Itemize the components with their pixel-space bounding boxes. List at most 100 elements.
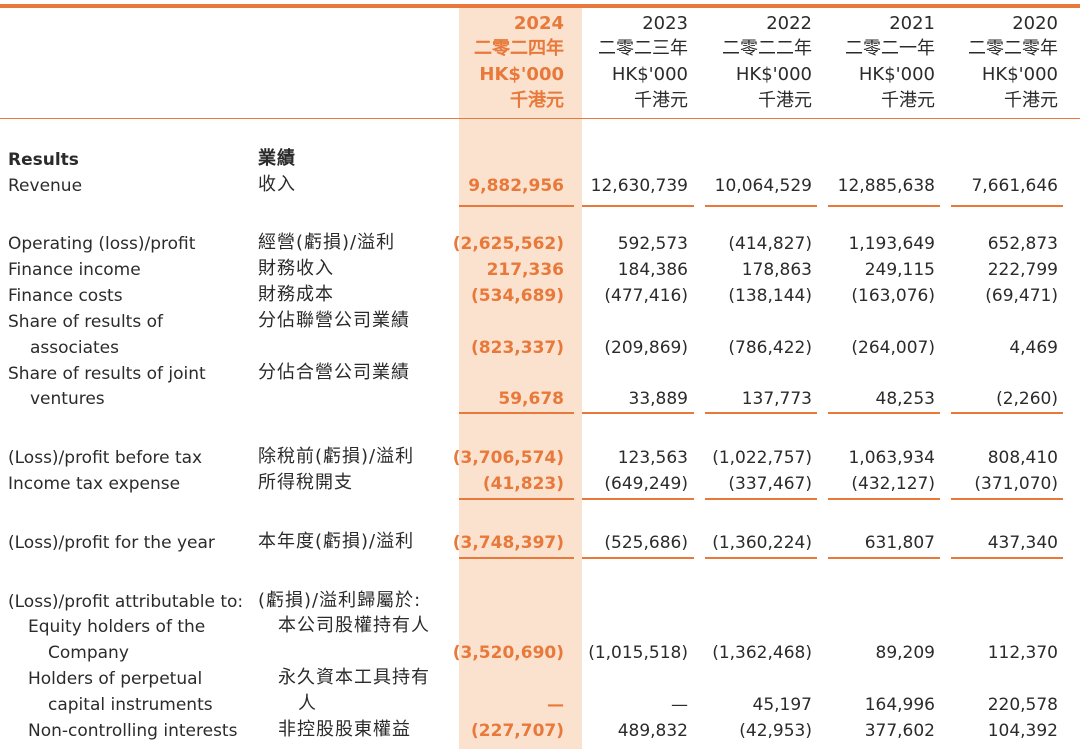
cell-value: (2,625,562): [452, 234, 564, 254]
cell-value: 7,661,646: [971, 176, 1058, 196]
cell-value: (371,070): [974, 474, 1058, 494]
row-label-cont: ventures: [30, 389, 105, 409]
cell-value: (525,686): [604, 533, 688, 553]
col-2024-year-zh: 二零二四年: [474, 38, 564, 59]
rule-year-2022: [705, 557, 817, 559]
rule-tax-2021: [828, 498, 940, 500]
cell-value: (3,520,690): [452, 643, 564, 663]
row-label-zh: 經營(虧損)/溢利: [258, 232, 396, 253]
row-label: Revenue: [8, 176, 83, 196]
col-2021-unit-zh: 千港元: [881, 90, 935, 111]
rule-year-2023: [582, 557, 694, 559]
row-label-zh: 財務收入: [258, 258, 334, 279]
col-2024-unit: HK$'000: [479, 64, 564, 85]
cell-value: 377,602: [864, 721, 935, 741]
cell-value: 220,578: [987, 695, 1058, 715]
rule-year-2021: [828, 557, 940, 559]
cell-value: 178,863: [741, 260, 812, 280]
col-2022-unit: HK$'000: [735, 64, 812, 85]
cell-value: 123,563: [617, 448, 688, 468]
col-2020-year-zh: 二零二零年: [968, 38, 1058, 59]
rule-tax-2020: [951, 498, 1063, 500]
row-label-cont: associates: [30, 338, 120, 358]
cell-value: 592,573: [617, 234, 688, 254]
row-label-zh: 分佔合營公司業績: [258, 362, 410, 383]
rule-jv-2023: [582, 412, 694, 414]
highlight-column-2024: [459, 8, 582, 749]
col-2021-unit: HK$'000: [858, 64, 935, 85]
row-label: Holders of perpetual: [28, 669, 203, 689]
col-2021-year-zh: 二零二一年: [845, 38, 935, 59]
col-2024-unit-zh: 千港元: [510, 90, 564, 111]
cell-value: 48,253: [875, 389, 935, 409]
row-label: Finance income: [8, 260, 141, 280]
top-rule: [0, 4, 1080, 8]
cell-value: (432,127): [851, 474, 935, 494]
rule-revenue-2024: [459, 205, 574, 207]
cell-value: 437,340: [987, 533, 1058, 553]
row-label: Equity holders of the: [28, 617, 206, 637]
cell-value: (534,689): [471, 286, 564, 306]
row-label: Share of results of: [8, 312, 163, 332]
row-label-zh: 財務成本: [258, 284, 334, 305]
cell-value: 9,882,956: [468, 176, 564, 196]
cell-value: —: [547, 695, 564, 715]
row-label: Share of results of joint: [8, 364, 206, 384]
cell-value: (1,022,757): [712, 448, 812, 468]
col-2023-year-zh: 二零二三年: [598, 38, 688, 59]
rule-revenue-2020: [951, 205, 1063, 207]
cell-value: 45,197: [752, 695, 812, 715]
cell-value: 631,807: [864, 533, 935, 553]
cell-value: (337,467): [728, 474, 812, 494]
cell-value: (227,707): [471, 721, 564, 741]
row-label-zh: 非控股股東權益: [278, 719, 411, 740]
cell-value: 1,063,934: [848, 448, 935, 468]
row-label-zh: 所得稅開支: [258, 472, 353, 493]
rule-revenue-2021: [828, 205, 940, 207]
cell-value: 808,410: [987, 448, 1058, 468]
col-2021-year: 2021: [889, 13, 935, 34]
col-2023-year: 2023: [642, 13, 688, 34]
row-label-zh: 本年度(虧損)/溢利: [258, 531, 415, 552]
cell-value: (786,422): [728, 338, 812, 358]
rule-jv-2021: [828, 412, 940, 414]
row-label: Finance costs: [8, 286, 123, 306]
cell-value: (264,007): [851, 338, 935, 358]
rule-tax-2023: [582, 498, 694, 500]
cell-value: (477,416): [604, 286, 688, 306]
cell-value: 489,832: [617, 721, 688, 741]
col-2022-unit-zh: 千港元: [758, 90, 812, 111]
cell-value: 89,209: [875, 643, 935, 663]
cell-value: 1,193,649: [848, 234, 935, 254]
row-label-zh: 除稅前(虧損)/溢利: [258, 446, 415, 467]
cell-value: 33,889: [628, 389, 688, 409]
row-label-zh: 收入: [258, 174, 296, 195]
col-2024-year: 2024: [513, 13, 564, 34]
rule-tax-2024: [459, 498, 574, 500]
cell-value: —: [671, 695, 688, 715]
rule-tax-2022: [705, 498, 817, 500]
col-2023-unit-zh: 千港元: [634, 90, 688, 111]
col-2023-unit: HK$'000: [611, 64, 688, 85]
row-label: Operating (loss)/profit: [8, 234, 196, 254]
row-label-cont: Company: [48, 643, 129, 663]
rule-jv-2022: [705, 412, 817, 414]
cell-value: 112,370: [987, 643, 1058, 663]
cell-value: 59,678: [498, 389, 564, 409]
cell-value: 104,392: [987, 721, 1058, 741]
cell-value: (414,827): [728, 234, 812, 254]
cell-value: (3,706,574): [452, 448, 564, 468]
cell-value: (1,362,468): [712, 643, 812, 663]
col-2020-unit-zh: 千港元: [1004, 90, 1058, 111]
rule-revenue-2022: [705, 205, 817, 207]
row-label: Income tax expense: [8, 474, 181, 494]
row-label: Non-controlling interests: [28, 721, 238, 741]
rule-jv-2024: [459, 412, 574, 414]
col-2020-year: 2020: [1012, 13, 1058, 34]
rule-jv-2020: [951, 412, 1063, 414]
rule-revenue-2023: [582, 205, 694, 207]
section-title-zh: 業績: [258, 148, 296, 169]
cell-value: (2,260): [996, 389, 1058, 409]
header-rule: [0, 118, 1080, 119]
cell-value: (649,249): [604, 474, 688, 494]
